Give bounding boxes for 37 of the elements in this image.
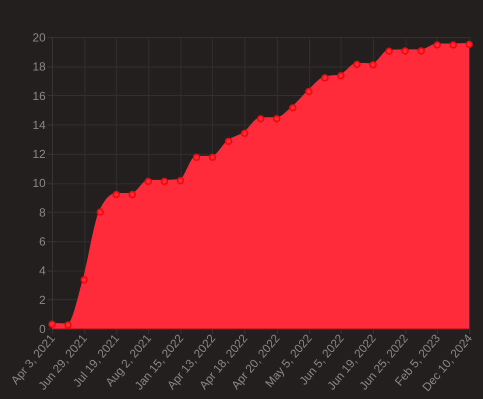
point	[433, 41, 441, 49]
y-tick-label: 12	[32, 148, 46, 162]
y-tick-label: 2	[39, 294, 46, 307]
y-tick-label: 6	[39, 236, 46, 249]
y-tick-label: 16	[32, 90, 46, 103]
y-tick-label: 14	[32, 118, 46, 132]
point	[96, 208, 104, 216]
y-tick-label: 10	[32, 177, 46, 190]
point	[273, 115, 280, 122]
point	[224, 138, 232, 145]
y-tick-label: 0	[39, 323, 46, 336]
point	[256, 115, 264, 122]
point	[112, 190, 120, 198]
point	[401, 47, 409, 55]
point	[80, 276, 88, 284]
point	[466, 40, 473, 48]
point	[289, 104, 296, 112]
point	[450, 41, 457, 49]
point	[305, 88, 312, 96]
y-tick-label: 18	[32, 60, 46, 74]
y-tick-label: 4	[39, 264, 46, 278]
point	[337, 72, 345, 80]
y-tick-label: 8	[39, 206, 46, 220]
point	[192, 154, 200, 161]
point	[144, 178, 152, 186]
point	[321, 74, 329, 82]
point	[128, 190, 136, 198]
point	[385, 48, 393, 55]
y-tick-label: 20	[32, 31, 46, 44]
point	[64, 321, 72, 329]
point	[240, 130, 248, 137]
point	[208, 154, 216, 161]
point	[176, 176, 184, 184]
point	[353, 60, 361, 68]
point	[417, 47, 425, 55]
point	[369, 61, 377, 68]
point	[160, 178, 168, 186]
